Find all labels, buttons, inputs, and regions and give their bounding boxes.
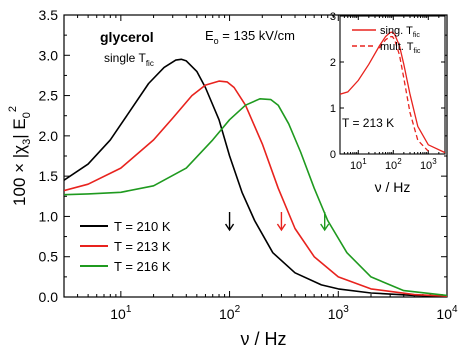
arrowhead-3 — [320, 223, 330, 232]
y-tick-label: 1.5 — [39, 168, 59, 184]
y-tick-label: 1.0 — [39, 208, 59, 224]
inset-legend-label-1: sing. Tfic — [380, 25, 420, 39]
inset-x-tick-label: 102 — [385, 157, 402, 172]
y-title-prefix: 100 × |χ — [10, 145, 29, 206]
inset-x-tick-base: 10 — [350, 160, 362, 172]
y-title-sub2: 0 — [21, 112, 33, 118]
inset-x-tick-exponent: 3 — [432, 157, 437, 166]
inset-x-axis-title: ν / Hz — [375, 179, 411, 195]
inset-y-tick-label: 2 — [330, 57, 336, 69]
inset-frame — [339, 15, 446, 155]
y-tick-label: 3.0 — [39, 47, 59, 63]
inset-legend-name: sing. T — [380, 25, 413, 37]
field-prefix: E — [205, 28, 214, 43]
field-text: = 135 kV/cm — [219, 28, 295, 43]
legend-label-3: T = 216 K — [114, 259, 171, 274]
inset-x-tick-base: 10 — [420, 160, 432, 172]
x-tick-base: 10 — [436, 306, 452, 322]
x-tick-exponent: 2 — [235, 304, 241, 315]
y-title-sub: 3 — [21, 139, 33, 145]
x-tick-label: 103 — [328, 304, 350, 322]
inset-y-tick-label: 1 — [330, 103, 336, 115]
x-tick-base: 10 — [110, 306, 126, 322]
inset-legend-name: mult. T — [380, 41, 414, 53]
inset-x-tick-exponent: 2 — [397, 157, 402, 166]
y-title-mid: | E — [10, 118, 29, 138]
inset-series-line-1 — [340, 31, 445, 154]
x-tick-label: 102 — [219, 304, 241, 322]
annotation-subtitle: single Tfic — [104, 51, 154, 68]
inset-legend-label-2: mult. Tfic — [380, 41, 421, 55]
inset-x-tick-label: 103 — [420, 157, 437, 172]
y-tick-label: 2.0 — [39, 128, 59, 144]
series-line-3 — [64, 98, 447, 297]
y-tick-label: 0.5 — [39, 249, 59, 265]
inset-annotation: T = 213 K — [342, 116, 394, 130]
legend-label-2: T = 213 K — [114, 239, 171, 254]
y-tick-label: 2.5 — [39, 88, 59, 104]
annotation-title: glycerol — [100, 29, 154, 45]
x-tick-exponent: 1 — [126, 304, 132, 315]
y-axis-title: 100 × |χ3| E02 — [7, 106, 33, 206]
x-tick-exponent: 3 — [343, 304, 349, 315]
legend-label-1: T = 210 K — [114, 219, 171, 234]
inset-legend-sub: fic — [413, 32, 421, 39]
x-tick-base: 10 — [328, 306, 344, 322]
x-tick-label: 104 — [436, 304, 458, 322]
annotation-field: Eo = 135 kV/cm — [205, 28, 295, 46]
series-line-1 — [64, 58, 447, 297]
inset-x-tick-label: 101 — [350, 157, 367, 172]
x-tick-base: 10 — [219, 306, 235, 322]
inset-x-tick-exponent: 1 — [362, 157, 367, 166]
arrowhead-1 — [224, 223, 235, 232]
y-tick-label: 0.0 — [39, 289, 59, 305]
subtitle-sub: fic — [146, 59, 154, 68]
inset-y-tick-label: 3 — [330, 11, 336, 23]
inset-x-tick-base: 10 — [385, 160, 397, 172]
x-axis-title: ν / Hz — [240, 329, 286, 349]
y-title-sup: 2 — [7, 106, 19, 112]
x-tick-label: 101 — [110, 304, 132, 322]
inset-y-tick-label: 0 — [330, 149, 336, 161]
subtitle-text: single T — [104, 51, 146, 65]
arrowhead-2 — [276, 223, 287, 232]
y-tick-label: 3.5 — [39, 7, 59, 23]
series-line-2 — [64, 80, 447, 297]
inset-legend-sub: fic — [413, 48, 421, 55]
field-sub: o — [214, 36, 219, 46]
x-tick-exponent: 4 — [452, 304, 458, 315]
